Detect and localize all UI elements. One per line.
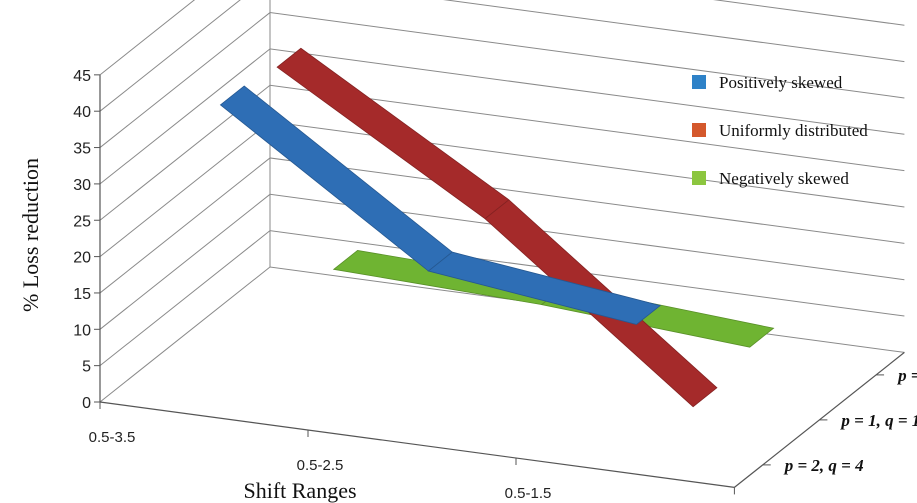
y-tick-label: 0	[82, 395, 91, 412]
y-axis-label: % Loss reduction	[18, 158, 43, 312]
x-axis-line	[99, 401, 735, 488]
depth-tick-label: p = 4, q = 2	[896, 366, 917, 385]
legend-swatch	[692, 171, 706, 185]
series-ribbon	[219, 85, 662, 325]
x-tick-label: 0.5-3.5	[89, 429, 136, 446]
series-ribbon	[276, 47, 718, 408]
legend: Positively skewed Uniformly distributed Ne…	[692, 73, 868, 188]
y-tick-label: 40	[73, 104, 91, 121]
legend-label: Uniformly distributed	[719, 121, 868, 140]
y-tick-label: 10	[73, 322, 91, 339]
depth-tick-label: p = 2, q = 4	[783, 456, 864, 475]
ribbon-segment	[219, 85, 453, 272]
x-axis-label: Shift Ranges	[243, 478, 356, 503]
gridline	[99, 157, 905, 294]
y-tick-label: 35	[73, 141, 91, 158]
gridline	[99, 12, 905, 148]
axes	[94, 74, 905, 495]
gridline	[99, 0, 905, 112]
legend-label: Positively skewed	[719, 73, 843, 92]
gridline	[99, 0, 905, 76]
gridline	[99, 84, 905, 221]
depth-tick-label: p = 1, q = 1	[839, 411, 917, 430]
gridline	[99, 48, 905, 185]
y-tick-label: 5	[82, 359, 91, 376]
y-tick-label: 30	[73, 177, 91, 194]
x-tick-label: 0.5-1.5	[505, 485, 552, 502]
legend-swatch	[692, 75, 706, 89]
y-tick-label: 20	[73, 250, 91, 267]
ribbon-segment	[276, 47, 510, 220]
y-tick-labels: 0 5 10 15 20 25 30 35 40 45	[73, 68, 91, 412]
depth-tick-labels: p = 2, q = 4 p = 1, q = 1 p = 4, q = 2	[783, 366, 917, 475]
y-tick-label: 25	[73, 213, 91, 230]
legend-label: Negatively skewed	[719, 169, 849, 188]
y-tick-label: 45	[73, 68, 91, 85]
series-ribbons	[219, 47, 775, 408]
gridline	[99, 193, 905, 330]
legend-swatch	[692, 123, 706, 137]
x-tick-label: 0.5-2.5	[297, 457, 344, 474]
ribbon-segment	[427, 251, 662, 325]
x-tick-labels: 0.5-3.5 0.5-2.5 0.5-1.5	[89, 429, 552, 502]
gridline	[99, 230, 905, 367]
y-tick-label: 15	[73, 286, 91, 303]
